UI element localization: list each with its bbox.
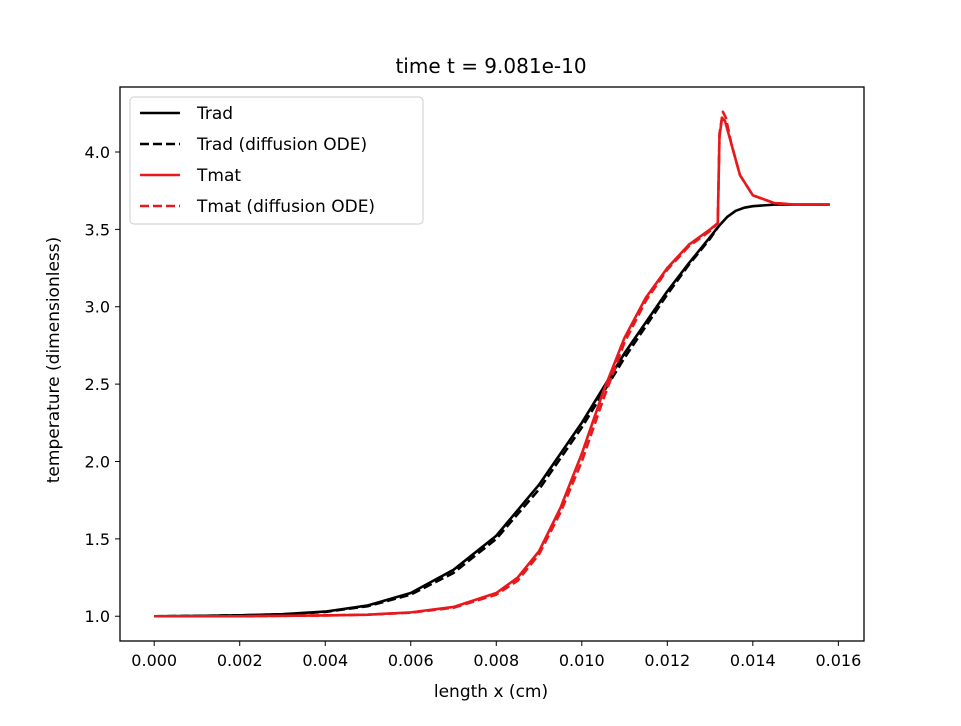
y-tick-label: 1.5 <box>85 530 110 549</box>
x-tick-label: 0.002 <box>217 651 263 670</box>
legend-label-trad: Trad <box>196 104 233 124</box>
legend-label-tmat-diffusion-ode: Tmat (diffusion ODE) <box>196 197 375 217</box>
legend-box <box>129 96 424 225</box>
x-tick-label: 0.008 <box>473 651 519 670</box>
plot-lines <box>154 110 830 618</box>
legend: Trad Trad (diffusion ODE) Tmat Tmat (diffus… <box>129 96 424 225</box>
y-tick-label: 3.0 <box>85 298 110 317</box>
series-line-trad <box>154 203 830 618</box>
y-axis-ticks: 1.0 1.5 2.0 2.5 3.0 3.5 4.0 <box>85 143 120 626</box>
y-tick-label: 1.0 <box>85 607 110 626</box>
x-axis-ticks: 0.000 0.002 0.004 0.006 0.008 0.010 0.012 0.014… <box>131 641 861 670</box>
chart-title: time t = 9.081e-10 <box>395 54 586 78</box>
x-tick-label: 0.016 <box>815 651 861 670</box>
x-tick-label: 0.014 <box>730 651 776 670</box>
x-tick-label: 0.012 <box>644 651 690 670</box>
plot-frame <box>119 86 865 642</box>
y-axis-label: temperature (dimensionless) <box>44 237 64 483</box>
x-axis-label: length x (cm) <box>434 682 548 702</box>
series-line-tmat-diffusion-ode <box>154 110 796 618</box>
legend-label-tmat: Tmat <box>196 166 241 186</box>
x-tick-label: 0.004 <box>302 651 348 670</box>
x-tick-label: 0.010 <box>559 651 605 670</box>
x-tick-label: 0.006 <box>388 651 434 670</box>
series-line-trad-diffusion-ode <box>154 225 720 618</box>
legend-label-trad-diffusion-ode: Trad (diffusion ODE) <box>196 135 367 155</box>
y-tick-label: 2.5 <box>85 375 110 394</box>
y-tick-label: 3.5 <box>85 220 110 239</box>
x-tick-label: 0.000 <box>131 651 177 670</box>
y-tick-label: 4.0 <box>85 143 110 162</box>
y-tick-label: 2.0 <box>85 452 110 471</box>
